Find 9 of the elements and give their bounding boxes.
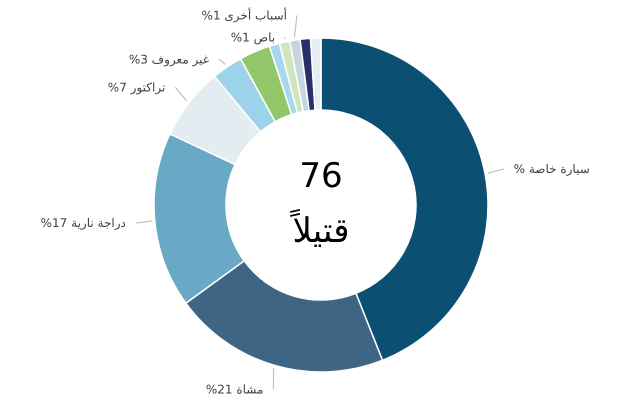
slice-label: % سيارة خاصة <box>514 162 590 176</box>
text: قتيلاً <box>289 208 350 251</box>
slice-label: %21 مشاة <box>206 382 264 396</box>
slice-label: %1 باص <box>230 30 276 44</box>
slice-label: %7 تراكتور <box>108 80 166 94</box>
slice-label: %3 غير معروف <box>128 52 210 66</box>
slice-label: %1 أسباب أخرى <box>202 7 287 22</box>
text: 76 <box>299 156 343 196</box>
slice-label: %17 دراجة نارية <box>40 216 126 230</box>
